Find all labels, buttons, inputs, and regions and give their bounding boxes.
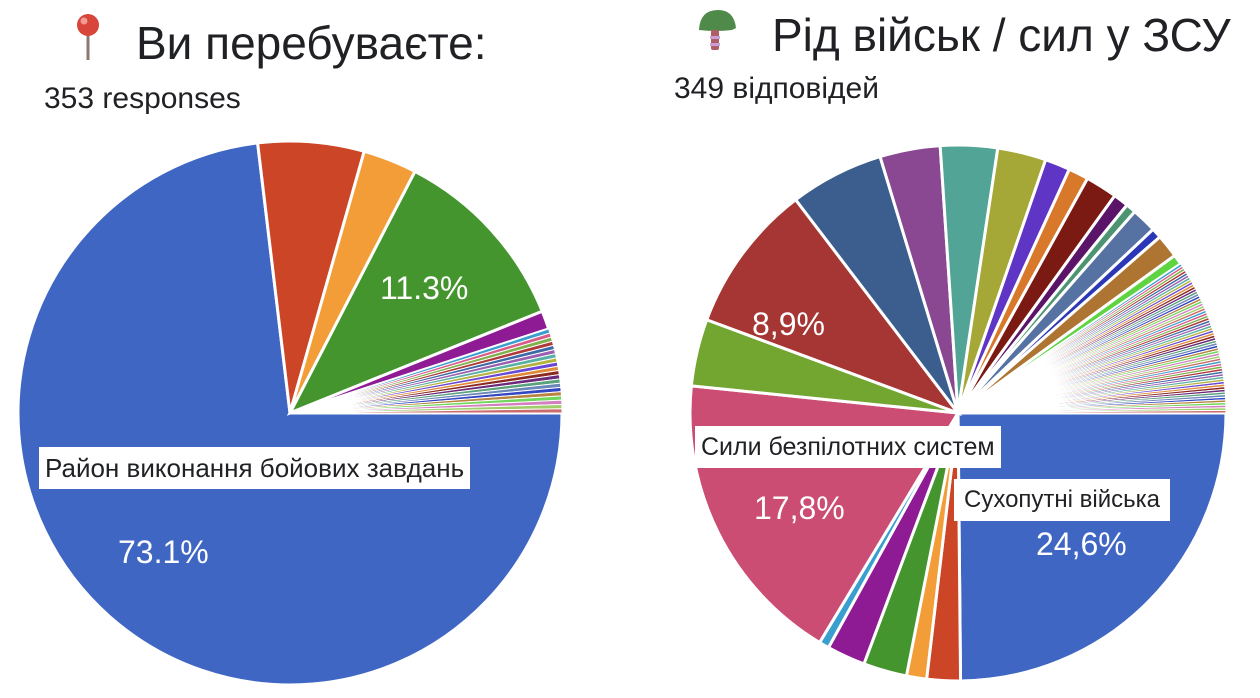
round-pushpin-icon <box>74 12 102 73</box>
chart-title: Рід військ / сил у ЗСУ <box>696 6 1231 63</box>
chart-title: Ви перебуваєте: <box>74 12 487 73</box>
pie-slice[interactable] <box>286 169 545 416</box>
response-count: 353 responses <box>44 82 241 115</box>
slice-pct-label: 24,6% <box>1036 526 1127 562</box>
military-helmet-icon <box>696 6 738 63</box>
slice-label: Район виконання бойових завдань <box>39 447 471 489</box>
pie-slice[interactable] <box>704 197 963 417</box>
slice-pct-label: 73.1% <box>118 534 209 570</box>
chart-title-text: Ви перебуваєте: <box>136 16 487 69</box>
slice-pct-label: 8,9% <box>752 306 825 342</box>
slice-pct-label: 11.3% <box>380 270 469 306</box>
pie-slice[interactable] <box>957 409 1227 414</box>
slice-label: Сили безпілотних систем <box>695 426 1001 468</box>
pie-chart-branch <box>688 143 1228 683</box>
chart-title-text: Рід військ / сил у ЗСУ <box>772 8 1231 61</box>
response-count: 349 відповідей <box>674 72 879 105</box>
slice-pct-label: 17,8% <box>754 490 845 526</box>
chart-panel-location: Ви перебуваєте: 353 responses <box>44 12 487 115</box>
pie-chart-location <box>16 139 564 687</box>
chart-panel-branch: Рід військ / сил у ЗСУ 349 відповідей <box>630 0 1260 698</box>
slice-label: Сухопутні війська <box>954 479 1171 521</box>
pie-slice[interactable] <box>289 408 563 414</box>
